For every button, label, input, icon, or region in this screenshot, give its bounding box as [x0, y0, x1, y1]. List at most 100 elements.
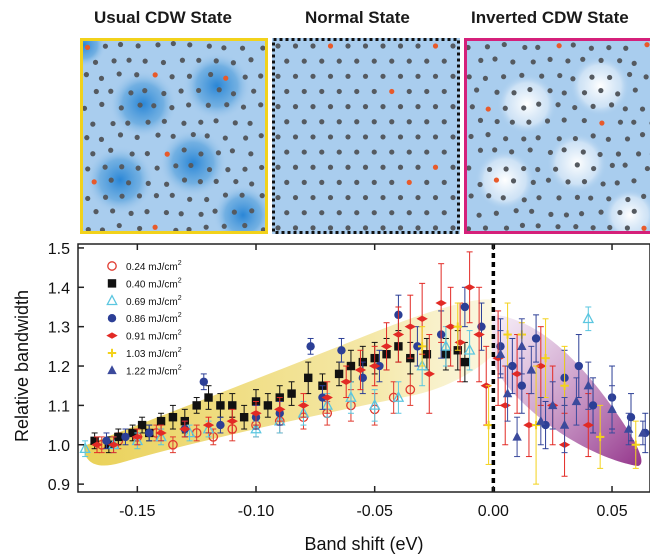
data-point: [250, 410, 262, 417]
y-tick-label: 1.0: [48, 438, 70, 455]
data-point: [128, 428, 137, 438]
lattice-atom: [178, 88, 184, 94]
lattice-atom: [476, 212, 482, 218]
lattice-atom: [519, 222, 526, 228]
lattice-atom: [600, 181, 606, 187]
lattice-atom: [336, 88, 342, 95]
lattice-atom: [521, 165, 527, 172]
lattice-atom: [563, 212, 570, 218]
panel-inverted-cdw: [464, 38, 650, 234]
data-point: [531, 420, 541, 430]
lattice-atom: [327, 194, 334, 201]
lattice-atom: [469, 104, 475, 110]
data-point: [583, 380, 593, 390]
lattice-atom: [615, 151, 622, 157]
lattice-atom: [125, 120, 131, 126]
lattice-atom: [607, 224, 613, 231]
lattice-atom: [259, 164, 265, 171]
lattice-atom: [565, 179, 571, 185]
lattice-atom: [301, 179, 307, 185]
data-point: [380, 343, 393, 350]
lattice-atom: [345, 134, 351, 140]
lattice-atom: [397, 164, 404, 170]
lattice-atom: [362, 134, 369, 140]
lattice-atom: [310, 225, 316, 231]
lattice-atom: [535, 166, 541, 173]
lattice-atom: [632, 87, 638, 93]
lattice-atom: [145, 119, 151, 125]
lattice-atom: [590, 133, 596, 139]
lattice-atom: [561, 117, 567, 123]
data-point: [274, 406, 286, 413]
lattice-atom: [118, 105, 124, 111]
data-point: [404, 323, 416, 330]
lattice-atom: [336, 179, 342, 185]
lattice-atom: [164, 181, 170, 187]
lattice-atom: [503, 225, 510, 231]
lattice-atom: [450, 43, 456, 49]
data-point: [463, 343, 476, 355]
lattice-atom: [110, 120, 116, 127]
lattice-atom: [196, 57, 202, 63]
lattice-atom: [589, 74, 595, 80]
legend-label: 1.22 mJ/cm2: [126, 364, 182, 377]
lattice-atom: [424, 149, 430, 155]
lattice-atom: [242, 166, 248, 172]
lattice-atom: [135, 43, 141, 49]
lattice-atom: [572, 135, 579, 142]
lattice-atom: [327, 104, 334, 110]
lattice-atom: [432, 225, 439, 231]
data-point: [511, 370, 523, 378]
lattice-atom: [225, 167, 231, 173]
data-point: [503, 330, 512, 339]
lattice-atom: [380, 43, 386, 49]
panel-title-usual-cdw: Usual CDW State: [94, 8, 232, 27]
data-point: [536, 415, 546, 425]
lattice-atom: [301, 58, 307, 64]
data-point: [168, 413, 178, 422]
lattice-atom: [530, 179, 536, 186]
data-point: [239, 413, 249, 422]
lattice-atom: [336, 210, 342, 216]
legend-label: 0.69 mJ/cm2: [126, 295, 182, 308]
lattice-atom: [597, 151, 603, 158]
data-point: [541, 353, 550, 363]
data-point: [114, 432, 123, 442]
lattice-atom: [292, 194, 299, 201]
data-point: [416, 359, 428, 371]
lattice-atom: [275, 73, 281, 79]
lattice-atom: [258, 73, 264, 79]
lattice-atom: [239, 192, 245, 198]
lattice-atom: [258, 102, 264, 108]
panel-title-normal: Normal State: [305, 8, 410, 27]
lattice-atom: [215, 150, 222, 156]
lattice-atom: [432, 134, 439, 140]
lattice-atom: [625, 196, 631, 203]
lattice-atom: [243, 135, 249, 141]
lattice-atom: [482, 75, 489, 81]
lattice-atom: [397, 104, 404, 110]
lattice-atom: [319, 88, 325, 95]
data-point: [226, 417, 238, 425]
lattice-atom: [196, 87, 202, 94]
dopant-atom: [644, 42, 650, 48]
lattice-atom: [609, 162, 615, 168]
lattice-atom: [581, 117, 587, 124]
lattice-atom: [527, 147, 533, 153]
dopant-atom: [152, 72, 158, 78]
lattice-atom: [186, 102, 192, 108]
lattice-atom: [510, 178, 517, 184]
lattice-atom: [598, 87, 604, 94]
legend-marker: [107, 365, 117, 375]
data-point: [179, 425, 191, 433]
lattice-atom: [441, 119, 447, 125]
lattice-atom: [362, 164, 369, 170]
lattice-atom: [529, 208, 535, 214]
lattice-atom: [502, 105, 508, 111]
legend-marker: [107, 348, 117, 358]
y-tick-label: 1.4: [48, 280, 70, 297]
lattice-atom: [617, 119, 624, 125]
lattice-atom: [117, 41, 124, 48]
lattice-atom: [450, 225, 456, 231]
lattice-atom: [292, 164, 299, 170]
